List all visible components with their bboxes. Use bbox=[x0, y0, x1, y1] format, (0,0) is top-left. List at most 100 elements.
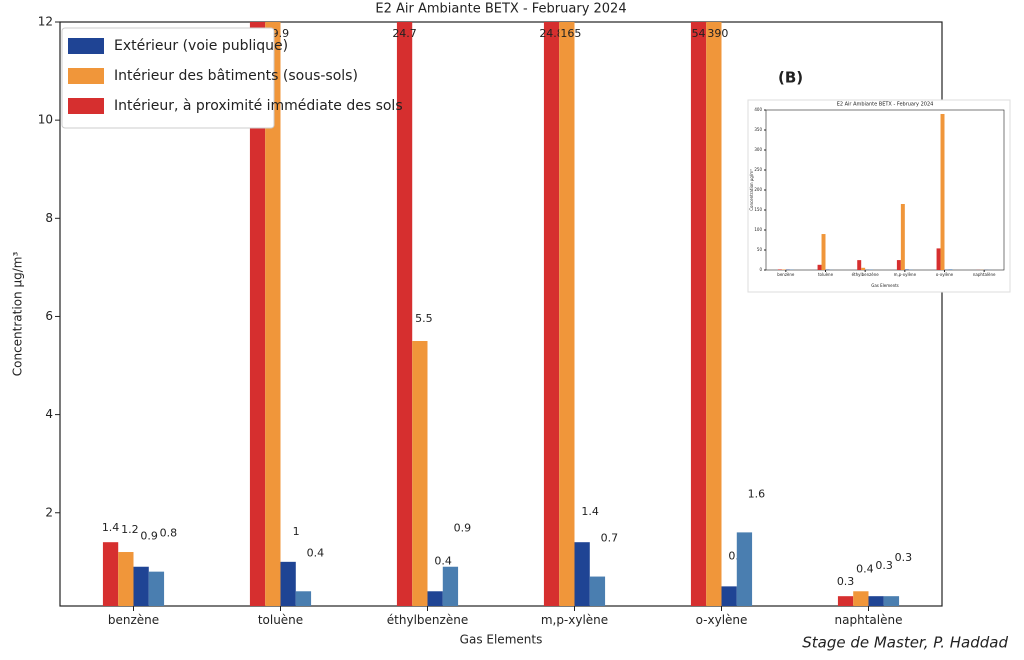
x-tick-label: o-xylène bbox=[696, 613, 748, 627]
chart-title: E2 Air Ambiante BETX - February 2024 bbox=[375, 2, 626, 17]
y-tick-label: 6 bbox=[45, 309, 53, 323]
x-tick-label: éthylbenzène bbox=[852, 272, 880, 277]
x-axis-label: Gas Elements bbox=[460, 633, 543, 647]
bar bbox=[589, 576, 606, 606]
legend-swatch bbox=[68, 38, 104, 54]
y-tick-label: 0 bbox=[759, 267, 762, 272]
bar bbox=[280, 561, 296, 606]
data-label: 165 bbox=[560, 27, 581, 40]
y-tick-label: 10 bbox=[38, 113, 53, 127]
bar bbox=[412, 340, 428, 606]
y-tick-label: 200 bbox=[754, 187, 762, 192]
panel-label: (B) bbox=[778, 69, 803, 87]
x-tick-label: m,p-xylène bbox=[894, 272, 917, 277]
x-tick-label: benzène bbox=[777, 272, 795, 277]
bar bbox=[896, 260, 901, 270]
bar bbox=[148, 571, 165, 606]
data-label: 1.6 bbox=[748, 487, 766, 500]
data-label: 5.5 bbox=[415, 312, 433, 325]
bar bbox=[265, 22, 281, 606]
bar bbox=[118, 552, 134, 606]
data-label: 0.4 bbox=[307, 546, 325, 559]
bar bbox=[853, 591, 869, 606]
bar bbox=[940, 114, 945, 270]
legend-swatch bbox=[68, 98, 104, 114]
data-label: 0.4 bbox=[856, 562, 874, 575]
data-label: 390 bbox=[707, 27, 728, 40]
bar bbox=[936, 248, 941, 270]
inset-x-label: Gas Elements bbox=[871, 283, 899, 288]
y-tick-label: 100 bbox=[754, 227, 762, 232]
data-label: 0.3 bbox=[875, 559, 893, 572]
bar bbox=[427, 591, 443, 606]
bar bbox=[559, 22, 575, 606]
y-tick-label: 2 bbox=[45, 505, 53, 519]
data-label: 0.7 bbox=[601, 532, 619, 545]
data-label: 24.8 bbox=[539, 27, 564, 40]
x-tick-label: naphtalène bbox=[973, 272, 996, 277]
bar bbox=[736, 532, 753, 606]
data-label: 0.3 bbox=[837, 575, 855, 588]
legend-swatch bbox=[68, 68, 104, 84]
legend: Extérieur (voie publique) Intérieur des b… bbox=[61, 27, 403, 129]
y-tick-label: 4 bbox=[45, 407, 53, 421]
annotation: Stage de Master, P. Haddad bbox=[802, 634, 1008, 652]
bar bbox=[837, 596, 854, 606]
data-label: 0.3 bbox=[895, 551, 913, 564]
y-tick-label: 300 bbox=[754, 147, 762, 152]
bar bbox=[857, 260, 862, 270]
data-label: 54 bbox=[692, 27, 706, 40]
data-label: 1.4 bbox=[102, 521, 120, 534]
bar bbox=[817, 264, 822, 270]
bar bbox=[900, 204, 905, 270]
inset-title: E2 Air Ambiante BETX - February 2024 bbox=[837, 102, 934, 108]
bar bbox=[442, 566, 459, 606]
y-tick-label: 8 bbox=[45, 211, 53, 225]
bar bbox=[133, 566, 149, 606]
x-tick-label: m,p-xylène bbox=[541, 613, 608, 627]
bar bbox=[396, 22, 413, 606]
inset-frame bbox=[747, 99, 1011, 293]
bar bbox=[821, 234, 826, 270]
data-label: 0.9 bbox=[140, 530, 158, 543]
x-tick-label: éthylbenzène bbox=[387, 613, 468, 627]
x-tick-label: toluène bbox=[818, 272, 834, 277]
bar bbox=[861, 267, 866, 270]
data-label: 0.9 bbox=[454, 522, 472, 535]
y-axis-label: Concentration µg/m³ bbox=[11, 252, 25, 377]
bar bbox=[721, 586, 737, 606]
legend-label: Intérieur des bâtiments (sous-sols) bbox=[114, 68, 358, 84]
bar bbox=[868, 596, 884, 606]
y-tick-label: 400 bbox=[754, 107, 762, 112]
y-tick-label: 150 bbox=[754, 207, 762, 212]
bar bbox=[102, 542, 119, 606]
legend-label: Extérieur (voie publique) bbox=[114, 38, 288, 54]
bar bbox=[777, 269, 782, 270]
x-tick-label: naphtalène bbox=[835, 613, 903, 627]
bar bbox=[543, 22, 560, 606]
data-label: 1.4 bbox=[581, 505, 599, 518]
bar bbox=[904, 269, 909, 270]
bar bbox=[948, 269, 953, 270]
data-label: 1 bbox=[293, 525, 300, 538]
data-label: 0.4 bbox=[434, 554, 452, 567]
bar bbox=[883, 596, 900, 606]
y-tick-label: 350 bbox=[754, 127, 762, 132]
bar bbox=[690, 22, 707, 606]
y-tick-label: 50 bbox=[757, 247, 763, 252]
data-label: 1.2 bbox=[121, 523, 139, 536]
bar bbox=[706, 22, 722, 606]
x-tick-label: o-xylène bbox=[936, 272, 954, 277]
inset-y-label: Concentration µg/m³ bbox=[749, 169, 754, 211]
plot-frame bbox=[59, 21, 943, 607]
data-label: 24.7 bbox=[392, 27, 417, 40]
y-tick-label: 250 bbox=[754, 167, 762, 172]
x-tick-label: toluène bbox=[258, 613, 303, 627]
legend-box bbox=[61, 27, 275, 129]
y-tick-label: 12 bbox=[38, 15, 53, 29]
bar bbox=[574, 542, 590, 606]
legend-label: Intérieur, à proximité immédiate des sol… bbox=[114, 98, 403, 114]
x-tick-label: benzène bbox=[108, 613, 159, 627]
